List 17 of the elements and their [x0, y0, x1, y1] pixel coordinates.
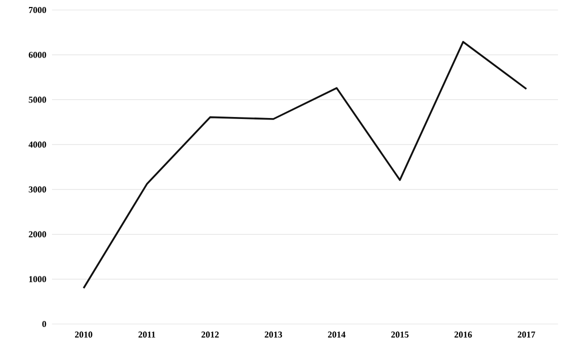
line-series	[82, 40, 528, 290]
y-tick-label: 2000	[28, 231, 46, 238]
y-tick-label: 4000	[28, 142, 46, 148]
x-tick-label: 2016	[454, 332, 472, 338]
x-tick-label: 2012	[202, 332, 219, 338]
x-tick-label: 2010	[75, 332, 92, 338]
y-tick-label: 1000	[29, 276, 46, 282]
y-tick-label: 0	[42, 320, 46, 328]
y-tick-label: 6000	[28, 52, 46, 58]
y-tick-label: 3000	[28, 186, 46, 192]
x-tick-label: 2015	[391, 332, 409, 338]
x-tick-label: 2014	[328, 332, 346, 338]
x-tick-label: 2017	[518, 332, 536, 338]
y-tick-label: 5000	[28, 96, 46, 103]
x-tick-label: 2013	[264, 332, 282, 338]
x-tick-label: 2011	[138, 332, 156, 338]
y-tick-label: 7000	[28, 6, 46, 14]
